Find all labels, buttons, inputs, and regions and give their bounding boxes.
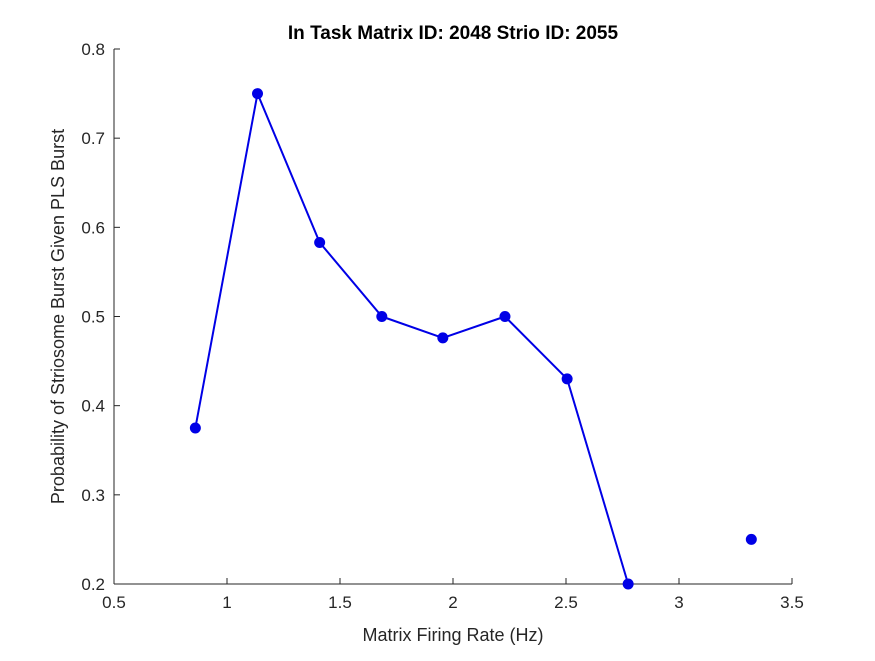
y-tick-label: 0.6 xyxy=(81,218,105,237)
series-line-segment xyxy=(194,92,259,429)
y-axis-label: Probability of Striosome Burst Given PLS… xyxy=(48,129,68,504)
series xyxy=(189,88,757,590)
series-line-segment xyxy=(441,315,506,339)
x-tick-label: 1 xyxy=(222,593,231,612)
data-point xyxy=(622,578,634,590)
x-tick-label: 3 xyxy=(674,593,683,612)
data-point xyxy=(376,311,388,322)
y-tick-label: 0.7 xyxy=(81,129,105,148)
series-line-segment xyxy=(566,377,630,585)
x-tick-label: 3.5 xyxy=(780,593,804,612)
data-point xyxy=(499,311,511,322)
y-tick-label: 0.4 xyxy=(81,397,105,416)
ticks: 0.5 1 1.5 2 2.5 3 3.5 0.2 0.3 0.4 0.5 0.6 0.7 0.8 xyxy=(81,40,803,612)
y-tick-label: 0.2 xyxy=(81,575,105,594)
data-point xyxy=(561,373,573,385)
data-point xyxy=(745,533,757,545)
series-line-segment xyxy=(503,315,569,380)
series-line-segment xyxy=(318,241,383,318)
x-tick-label: 2.5 xyxy=(554,593,578,612)
x-tick-label: 2 xyxy=(448,593,457,612)
x-tick-label: 1.5 xyxy=(328,593,352,612)
plot-area xyxy=(114,49,792,584)
y-tick-label: 0.3 xyxy=(81,486,105,505)
series-line-segment xyxy=(380,315,444,339)
data-point xyxy=(252,88,264,100)
data-point xyxy=(437,332,449,344)
y-tick-label: 0.5 xyxy=(81,308,105,327)
data-point xyxy=(314,236,326,248)
data-point xyxy=(189,422,201,434)
chart-title: In Task Matrix ID: 2048 Strio ID: 2055 xyxy=(288,23,619,44)
x-axis-label: Matrix Firing Rate (Hz) xyxy=(362,625,543,645)
series-line-segment xyxy=(256,92,321,244)
x-tick-label: 0.5 xyxy=(102,593,126,612)
y-tick-label: 0.8 xyxy=(81,40,105,59)
